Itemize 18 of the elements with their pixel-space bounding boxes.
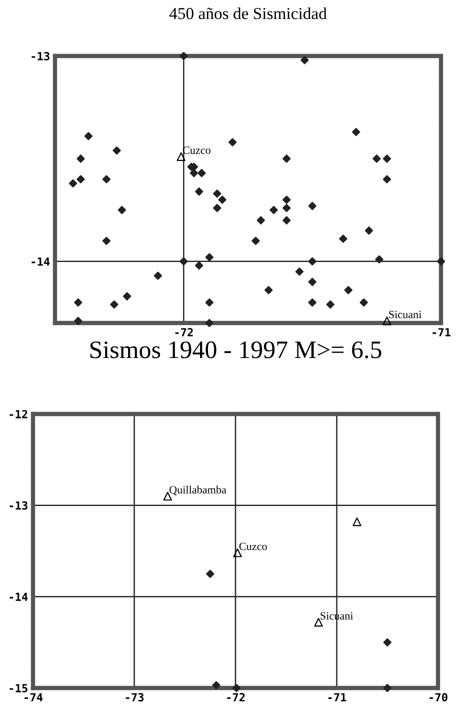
chart-title: 450 años de Sismicidad — [169, 7, 327, 20]
x-tick-label: -72 — [227, 693, 245, 702]
y-tick-label: -14 — [10, 592, 28, 601]
y-tick-label: -15 — [10, 684, 28, 692]
chart-title: Sismos 1940 - 1997 M>= 6.5 — [90, 341, 382, 358]
x-tick-label: -73 — [126, 693, 144, 702]
x-tick-label: -71 — [432, 328, 451, 336]
y-tick-label: -13 — [32, 52, 50, 60]
y-tick-label: -14 — [32, 258, 50, 266]
x-tick-label: -70 — [430, 693, 448, 702]
annotation: Quillabamba — [170, 486, 226, 496]
x-tick-label: -72 — [175, 328, 193, 336]
annotation: Sicuani — [389, 310, 422, 318]
annotation: Cuzco — [239, 542, 267, 550]
y-tick-label: -12 — [10, 410, 28, 418]
y-tick-label: -13 — [10, 501, 28, 510]
x-tick-label: -71 — [328, 693, 346, 702]
x-tick-label: -74 — [24, 693, 43, 702]
